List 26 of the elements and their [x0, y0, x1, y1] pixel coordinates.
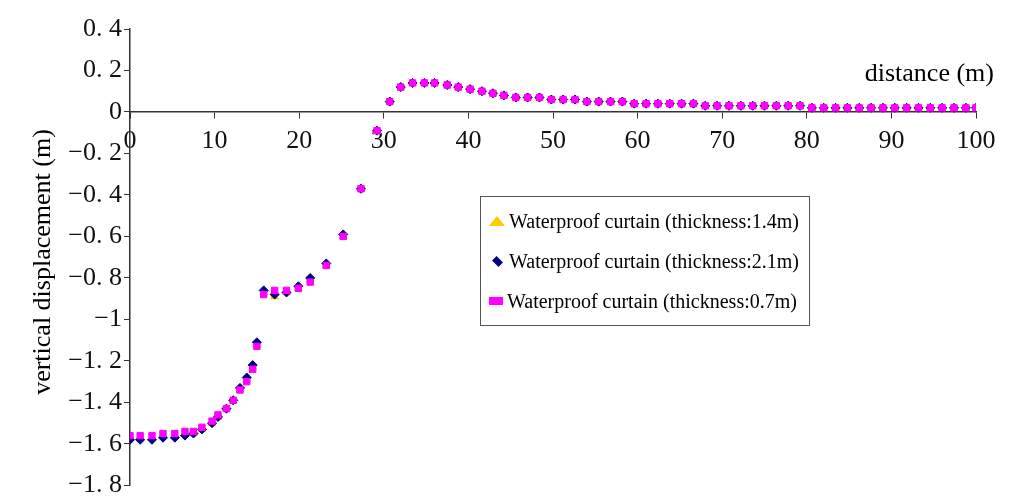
y-tick-label: −0. 8: [68, 261, 122, 291]
y-tick-label: 0. 2: [83, 54, 122, 84]
legend-label: Waterproof curtain (thickness:2.1m): [509, 249, 799, 275]
x-tick-label: 60: [624, 125, 651, 155]
y-tick-label: −0. 4: [68, 178, 122, 208]
y-tick-label: −1. 8: [68, 469, 122, 499]
x-tick-label: 100: [956, 125, 996, 155]
x-tick-label: 40: [455, 125, 482, 155]
y-tick-label: −0. 2: [68, 137, 122, 167]
y-tick-label: 0: [109, 95, 122, 125]
y-tick-label: −1. 2: [68, 344, 122, 374]
x-tick-label: 20: [286, 125, 313, 155]
x-tick-label: 90: [878, 125, 905, 155]
y-tick-label: −0. 6: [68, 220, 122, 250]
y-tick-label: −1. 6: [68, 427, 122, 457]
x-tick-label: 70: [709, 125, 736, 155]
legend-label: Waterproof curtain (thickness:0.7m): [507, 289, 797, 315]
x-axis-title: distance (m): [864, 58, 994, 88]
y-tick-label: −1: [94, 303, 122, 333]
y-tick-label: −1. 4: [68, 386, 122, 416]
legend-label: Waterproof curtain (thickness:1.4m): [509, 209, 799, 235]
x-tick-label: 10: [201, 125, 228, 155]
y-tick-label: 0. 4: [83, 12, 122, 42]
x-tick-label: 50: [540, 125, 566, 155]
y-axis-title: vertical displacement (m): [27, 129, 57, 395]
x-tick-label: 80: [793, 125, 820, 155]
